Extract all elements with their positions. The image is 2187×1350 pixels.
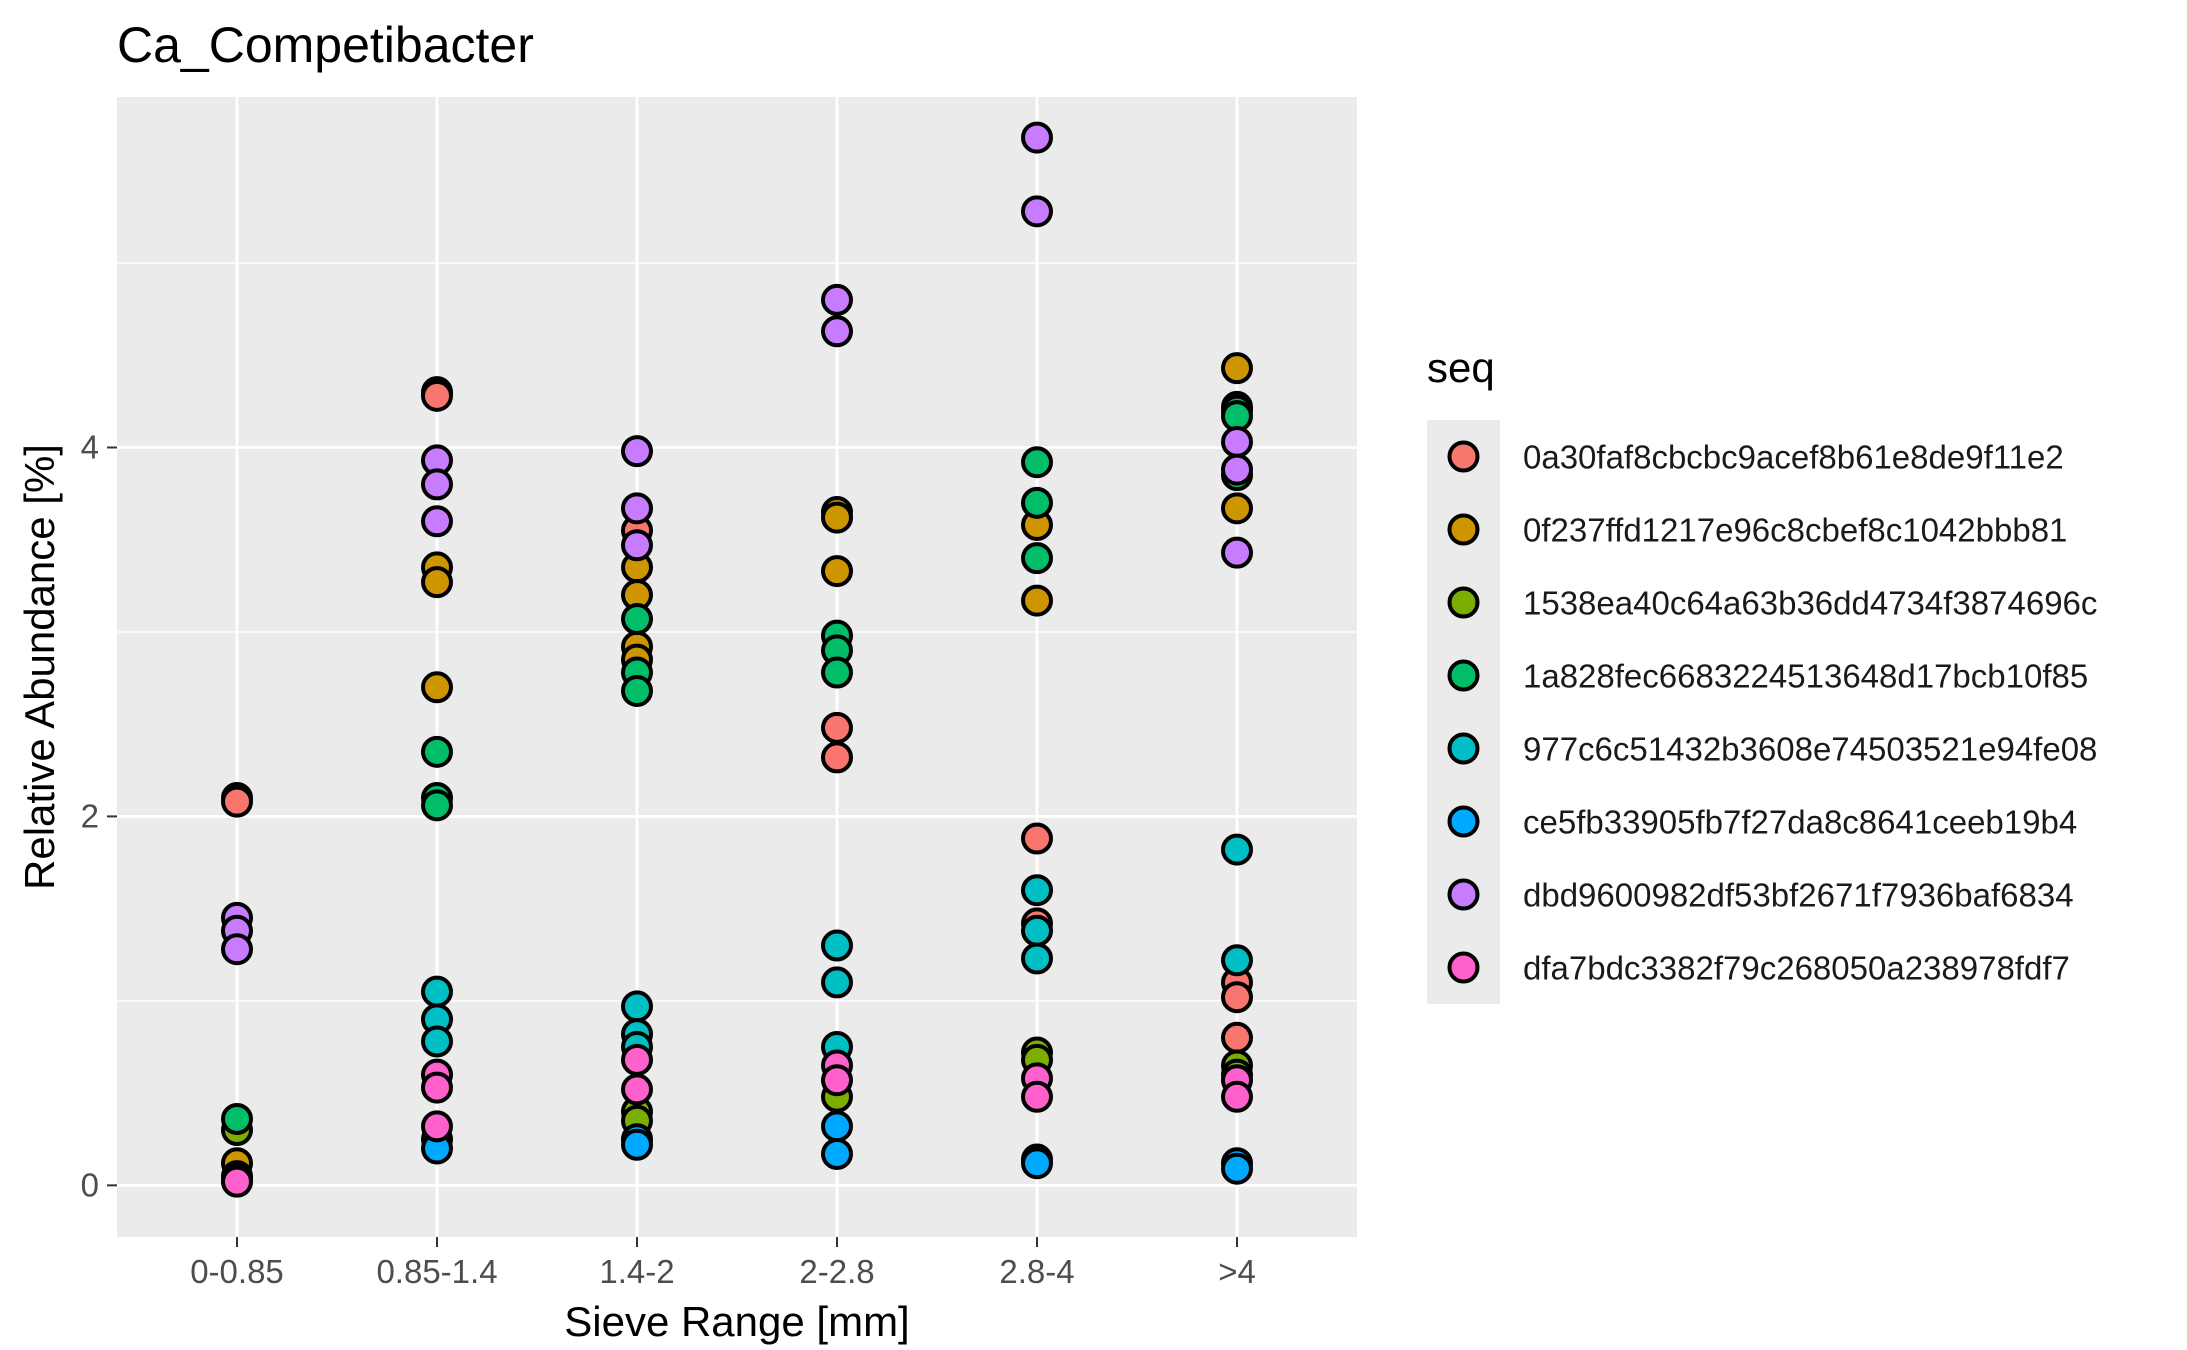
legend: 0a30faf8cbcbc9acef8b61e8de9f11e2 0f237ffd…: [1427, 420, 2097, 1004]
data-point: [621, 1128, 653, 1161]
chart-title: Ca_Competibacter: [117, 17, 534, 73]
data-point: [1021, 822, 1053, 855]
x-tick-label: >4: [1218, 1253, 1256, 1290]
legend-key: [1447, 732, 1480, 765]
legend-label: dbd9600982df53bf2671f7936baf6834: [1523, 877, 2074, 914]
data-point: [221, 1102, 253, 1135]
x-tick-label: 2-2.8: [799, 1253, 874, 1290]
legend-label: dfa7bdc3382f79c268050a238978fdf7: [1523, 950, 2070, 987]
data-point: [1221, 536, 1253, 569]
y-tick-label: 0: [81, 1166, 99, 1203]
data-point: [1221, 453, 1253, 486]
data-point: [1021, 195, 1053, 228]
data-point: [421, 1025, 453, 1058]
y-tick-label: 2: [81, 797, 99, 834]
data-point: [1221, 400, 1253, 433]
plot-panel: [117, 97, 1357, 1237]
data-point: [821, 741, 853, 774]
data-point: [821, 1064, 853, 1097]
data-point: [821, 315, 853, 348]
data-point: [421, 789, 453, 822]
legend-label: 1a828fec6683224513648d17bcb10f85: [1523, 658, 2088, 695]
data-point: [621, 1043, 653, 1076]
y-axis-title: Relative Abundance [%]: [16, 444, 63, 890]
data-point: [821, 711, 853, 744]
legend-label: 0a30faf8cbcbc9acef8b61e8de9f11e2: [1523, 439, 2064, 476]
data-point: [1021, 486, 1053, 519]
x-axis-title: Sieve Range [mm]: [564, 1298, 909, 1345]
data-point: [421, 566, 453, 599]
data-point: [821, 1137, 853, 1170]
legend-label: 0f237ffd1217e96c8cbef8c1042bbb81: [1523, 512, 2067, 549]
x-tick-label: 2.8-4: [999, 1253, 1074, 1290]
data-point: [421, 468, 453, 501]
data-point: [821, 966, 853, 999]
data-point: [621, 990, 653, 1023]
x-tick-label: 1.4-2: [599, 1253, 674, 1290]
data-point: [1221, 425, 1253, 458]
data-point: [1221, 1152, 1253, 1185]
data-point: [1221, 352, 1253, 385]
data-point: [1021, 914, 1053, 947]
y-axis-ticks: 0 2 4: [81, 428, 117, 1203]
data-point: [421, 1071, 453, 1104]
legend-key: [1447, 951, 1480, 984]
minor-gridlines: [117, 262, 1357, 1002]
legend-key: [1447, 659, 1480, 692]
data-point: [421, 975, 453, 1008]
data-point: [1021, 874, 1053, 907]
data-point: [1021, 584, 1053, 617]
legend-key: [1447, 878, 1480, 911]
legend-key: [1447, 440, 1480, 473]
data-point: [821, 555, 853, 588]
data-point: [621, 603, 653, 636]
data-point: [421, 735, 453, 768]
data-point: [1221, 981, 1253, 1014]
data-point: [621, 435, 653, 468]
legend-label: 977c6c51432b3608e74503521e94fe08: [1523, 731, 2097, 768]
data-point: [821, 283, 853, 316]
data-point: [821, 929, 853, 962]
data-point: [821, 1110, 853, 1143]
data-point: [421, 505, 453, 538]
legend-label: ce5fb33905fb7f27da8c8641ceeb19b4: [1523, 804, 2077, 841]
data-point: [1221, 492, 1253, 525]
data-point: [1021, 121, 1053, 154]
data-point: [821, 501, 853, 534]
legend-title: seq: [1427, 344, 1495, 391]
data-point: [1221, 1021, 1253, 1054]
data-point: [821, 656, 853, 689]
legend-label: 1538ea40c64a63b36dd4734f3874696c: [1523, 585, 2097, 622]
data-point: [621, 1073, 653, 1106]
x-axis-ticks: 0-0.85 0.85-1.4 1.4-2 2-2.8 2.8-4 >4: [190, 1237, 1256, 1290]
data-points: [221, 121, 1253, 1198]
y-tick-label: 4: [81, 428, 99, 465]
data-point: [421, 379, 453, 412]
data-point: [1021, 446, 1053, 479]
data-point: [1021, 942, 1053, 975]
legend-key: [1447, 805, 1480, 838]
data-point: [621, 674, 653, 707]
x-tick-label: 0-0.85: [190, 1253, 284, 1290]
data-point: [621, 492, 653, 525]
data-point: [621, 529, 653, 562]
data-point: [221, 1165, 253, 1198]
data-point: [1021, 542, 1053, 575]
data-point: [1221, 944, 1253, 977]
data-point: [1021, 1080, 1053, 1113]
x-tick-label: 0.85-1.4: [376, 1253, 497, 1290]
data-point: [221, 785, 253, 818]
data-point: [421, 1110, 453, 1143]
data-point: [221, 933, 253, 966]
data-point: [1021, 1147, 1053, 1180]
data-point: [421, 671, 453, 704]
data-point: [1221, 833, 1253, 866]
data-point: [1221, 1080, 1253, 1113]
legend-key: [1447, 586, 1480, 619]
legend-key: [1447, 513, 1480, 546]
